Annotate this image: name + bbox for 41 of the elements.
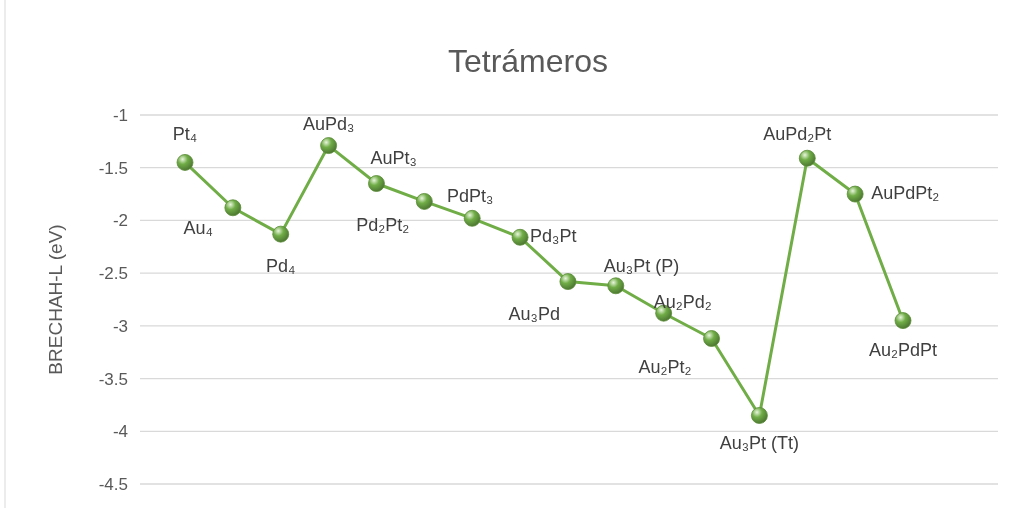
data-label: Au₃Pd xyxy=(508,303,560,324)
data-label: AuPdPt₂ xyxy=(871,183,940,204)
chart-title: Tetrámeros xyxy=(447,43,609,79)
y-tick-label: -4.5 xyxy=(98,474,128,494)
data-label: Au₃Pt (Tt) xyxy=(719,433,800,454)
data-label: Pt₄ xyxy=(172,124,198,145)
point xyxy=(415,193,433,210)
point xyxy=(607,277,625,295)
y-tick-label: -1.5 xyxy=(98,158,128,178)
point xyxy=(559,273,577,290)
point xyxy=(846,185,864,203)
y-tick-label: -2 xyxy=(112,211,128,231)
point xyxy=(751,407,768,424)
point xyxy=(368,175,385,192)
data-label: Pd₄ xyxy=(266,256,296,277)
point xyxy=(463,209,481,227)
data-label: Pd₂Pt₂ xyxy=(356,215,410,236)
point xyxy=(894,312,912,329)
point xyxy=(272,225,290,243)
data-label: Pd₃Pt xyxy=(530,226,577,247)
point xyxy=(224,199,242,217)
point xyxy=(320,137,337,154)
y-tick-label: -3 xyxy=(112,316,128,336)
y-tick-label: -4 xyxy=(112,422,128,442)
y-axis-title: BRECHAH-L (eV) xyxy=(45,224,66,375)
y-tick-label: -3.5 xyxy=(98,369,128,389)
y-tick-label: -2.5 xyxy=(98,264,128,284)
y-tick-label: -1 xyxy=(112,105,128,125)
point xyxy=(703,330,720,347)
point xyxy=(511,228,529,246)
data-label: AuPd₃ xyxy=(302,113,355,134)
data-label: PdPt₃ xyxy=(447,186,494,207)
data-label: AuPt₃ xyxy=(370,147,417,168)
data-label: Au₂Pd₂ xyxy=(653,292,712,313)
data-label: AuPd₂Pt xyxy=(763,124,832,145)
data-label: Au₂Pt₂ xyxy=(638,356,692,377)
data-label: Au₂PdPt xyxy=(868,339,938,360)
point xyxy=(176,154,194,171)
data-label: Au₃Pt (P) xyxy=(603,255,680,276)
data-label: Au₄ xyxy=(183,217,213,238)
point xyxy=(798,149,816,167)
